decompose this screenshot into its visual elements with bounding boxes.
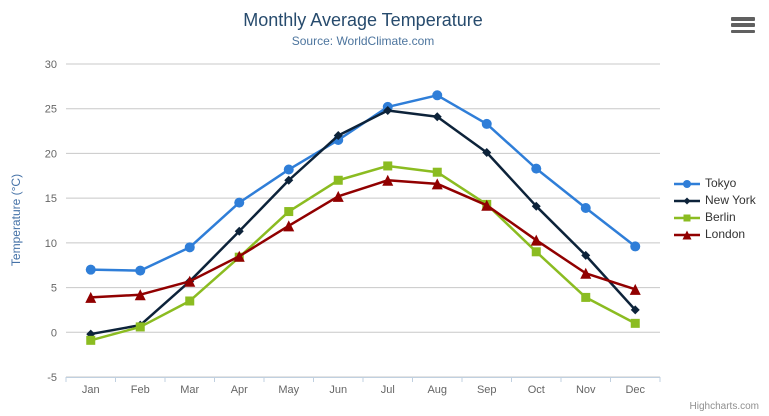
chart-title: Monthly Average Temperature — [243, 10, 483, 30]
data-point-tokyo — [283, 164, 294, 175]
x-axis-label: Oct — [528, 384, 545, 396]
data-point-berlin — [383, 161, 393, 171]
data-point-tokyo — [580, 202, 591, 213]
y-axis-label: 5 — [51, 283, 57, 295]
hamburger-bar — [731, 23, 755, 27]
export-menu-icon[interactable] — [731, 17, 755, 33]
data-point-tokyo — [481, 118, 492, 129]
data-point-new-york — [333, 131, 343, 141]
data-point-new-york — [284, 175, 294, 185]
data-point-london — [184, 275, 196, 287]
data-point-london — [580, 267, 592, 279]
data-point-new-york — [581, 250, 591, 260]
legend-item-new-york[interactable]: New York — [674, 194, 756, 207]
x-axis-label: Apr — [231, 384, 248, 396]
credits-link[interactable]: Highcharts.com — [689, 401, 759, 412]
chart-subtitle: Source: WorldClimate.com — [291, 34, 435, 48]
series-new-york — [86, 106, 640, 339]
data-point-tokyo — [85, 264, 96, 275]
x-axis-label: Aug — [427, 384, 447, 396]
data-point-tokyo — [234, 197, 245, 208]
series-line-london — [90, 179, 636, 299]
data-point-new-york — [482, 148, 492, 158]
x-axis-label: Nov — [576, 384, 596, 396]
legend-symbol — [683, 214, 691, 221]
legend-item-tokyo[interactable]: Tokyo — [674, 177, 756, 190]
legend-symbol — [683, 179, 691, 188]
legend-label: Tokyo — [705, 176, 737, 190]
data-point-berlin — [432, 167, 442, 177]
legend-label: New York — [705, 193, 756, 207]
data-point-london — [481, 199, 493, 211]
y-axis-label: 10 — [45, 238, 57, 250]
hamburger-bar — [731, 17, 755, 21]
legend-marker-diamond-icon — [674, 197, 700, 204]
data-point-berlin — [135, 322, 145, 332]
data-point-new-york — [234, 226, 244, 236]
legend-marker-triangle-icon — [674, 230, 700, 239]
data-point-berlin — [185, 296, 195, 306]
x-axis-label: May — [278, 384, 299, 396]
data-point-london — [85, 291, 97, 303]
data-point-berlin — [333, 175, 343, 185]
series-line-tokyo — [90, 94, 637, 272]
data-point-london — [283, 220, 295, 232]
x-axis-label: Dec — [625, 384, 645, 396]
y-axis-label: 0 — [51, 327, 57, 339]
legend-symbol — [683, 197, 691, 204]
series-london — [85, 174, 641, 303]
series-line-new-york — [90, 109, 637, 336]
legend-symbol — [682, 230, 692, 239]
data-point-tokyo — [630, 241, 641, 252]
x-axis-label: Jul — [381, 384, 395, 396]
data-point-london — [382, 174, 394, 186]
data-point-tokyo — [135, 265, 146, 276]
legend-marker-circle-icon — [674, 179, 700, 188]
data-point-london — [134, 289, 146, 301]
y-axis-label: 15 — [45, 193, 57, 205]
legend-item-berlin[interactable]: Berlin — [674, 211, 756, 224]
y-axis-label: 30 — [45, 59, 57, 71]
data-point-tokyo — [432, 90, 443, 101]
y-axis-label: -5 — [47, 372, 57, 384]
x-axis-label: Jun — [329, 384, 347, 396]
legend-label: London — [705, 227, 746, 241]
x-axis-label: Feb — [131, 384, 150, 396]
data-point-berlin — [531, 247, 541, 257]
data-point-berlin — [581, 292, 591, 302]
y-axis-label: 20 — [45, 148, 57, 160]
legend: Tokyo New York Berlin London — [674, 177, 756, 241]
data-point-new-york — [383, 106, 393, 116]
data-point-new-york — [432, 112, 442, 122]
data-point-berlin — [630, 318, 640, 328]
data-point-berlin — [86, 335, 96, 345]
y-axis-title: Temperature (°C) — [9, 174, 23, 266]
x-axis-label: Jan — [82, 384, 100, 396]
data-point-new-york — [630, 305, 640, 315]
data-point-berlin — [284, 207, 294, 217]
legend-marker-square-icon — [674, 214, 700, 221]
legend-label: Berlin — [705, 210, 736, 224]
data-point-london — [431, 178, 443, 190]
x-axis-label: Mar — [180, 384, 199, 396]
data-point-new-york — [531, 201, 541, 211]
data-point-tokyo — [184, 242, 195, 253]
legend-item-london[interactable]: London — [674, 228, 756, 241]
y-axis-label: 25 — [45, 104, 57, 116]
series-line-berlin — [90, 164, 636, 342]
data-point-tokyo — [531, 163, 542, 174]
series-tokyo — [85, 90, 641, 276]
data-point-london — [332, 190, 344, 202]
data-point-london — [233, 250, 245, 262]
hamburger-bar — [731, 29, 755, 33]
data-point-london — [530, 234, 542, 246]
x-axis-label: Sep — [477, 384, 497, 396]
data-point-london — [629, 283, 641, 295]
